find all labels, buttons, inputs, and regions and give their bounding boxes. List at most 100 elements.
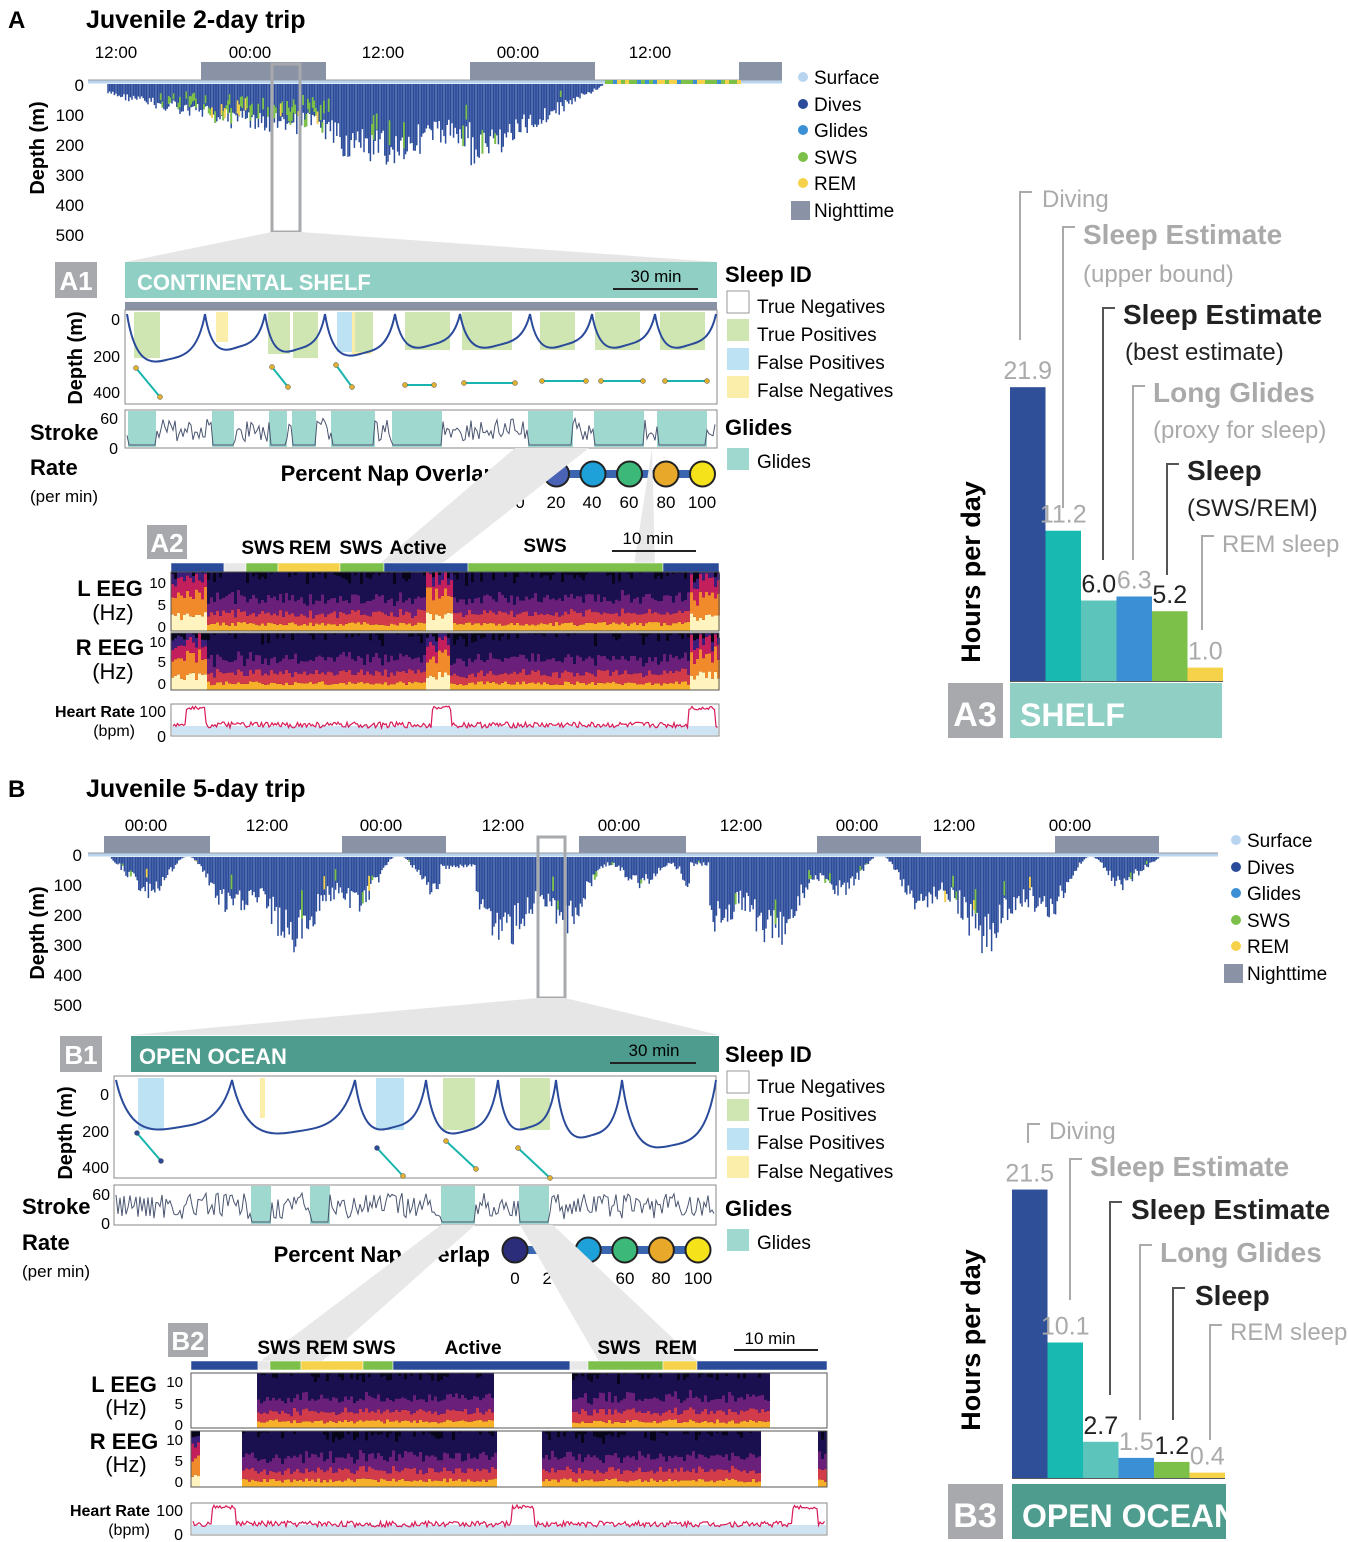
spectrogram-cell [513, 656, 516, 672]
spectrogram-cell [624, 572, 627, 596]
spectrogram-cell [558, 677, 561, 685]
b-depth-tick: 200 [54, 906, 82, 925]
spectrogram-cell [341, 1469, 344, 1482]
spectrogram-cell [420, 622, 423, 631]
spectrogram-cell [318, 673, 321, 682]
spectrogram-cell [588, 633, 591, 657]
spectrogram-cell [281, 1400, 284, 1411]
spectrogram-cell [501, 625, 504, 631]
a2-tag-text: A2 [150, 528, 183, 558]
spectrogram-cell [440, 1413, 443, 1423]
spectrogram-cell [696, 658, 699, 676]
spectrogram-cell [329, 1450, 332, 1468]
spectrogram-cell [456, 579, 459, 603]
spectrogram-cell [261, 600, 264, 611]
spectrogram-cell [341, 1457, 344, 1470]
surface-sleep-mark [681, 80, 685, 84]
spectrogram-cell [632, 1431, 635, 1457]
a3-label: (upper bound) [1083, 261, 1234, 288]
spectrogram-cell [237, 669, 240, 683]
spectrogram-cell [396, 625, 399, 631]
spectrogram-cell [344, 1468, 347, 1481]
spectrogram-cell [305, 1468, 308, 1479]
spectrogram-cell [710, 1455, 713, 1470]
spectrogram-cell [356, 1478, 359, 1487]
spectrogram-cell [306, 605, 309, 618]
spectrogram-col [782, 1431, 785, 1487]
spectrogram-cell [387, 599, 390, 616]
spectrogram-cell [572, 1399, 575, 1412]
spectrogram-cell [339, 633, 342, 655]
b2-hr-label: Heart Rate [70, 1503, 150, 1520]
spectrogram-cell [711, 678, 714, 690]
spectrogram-cell [351, 572, 354, 595]
spectrogram-cell [320, 1431, 323, 1453]
spectrogram-cell [390, 684, 393, 690]
spectrogram-cell [365, 1420, 368, 1428]
spectrogram-cell [674, 1455, 677, 1469]
spectrogram-cell [360, 681, 363, 690]
spectrogram-cell [288, 600, 291, 615]
spectrogram-cell [341, 1412, 344, 1423]
spectrogram-cell [612, 636, 615, 656]
spectrogram-cell [245, 1468, 248, 1480]
spectrogram-cell [690, 572, 693, 575]
spectrogram-cell [195, 638, 198, 648]
spectrogram-cell [266, 1474, 269, 1482]
spectrogram-cell [713, 1399, 716, 1414]
spectrogram-cell [600, 601, 603, 615]
spectrogram-cell [519, 625, 522, 631]
spectrogram-cell [639, 635, 642, 658]
spectrogram-cell [617, 1412, 620, 1422]
spectrogram-cell [237, 572, 240, 590]
spectrogram-cell [195, 679, 198, 690]
spectrogram-cell [471, 682, 474, 690]
spectrogram-cell [375, 683, 378, 690]
spectrogram-cell [269, 1461, 272, 1471]
spectrogram-cell [464, 1409, 467, 1422]
spectrogram-cell [288, 684, 291, 690]
a3-label: Long Glides [1153, 377, 1315, 408]
spectrogram-cell [378, 611, 381, 625]
spectrogram-cell [653, 1397, 656, 1413]
spectrogram-cell [447, 578, 450, 585]
spectrogram-cell [477, 623, 480, 631]
spectrogram-cell [552, 633, 555, 658]
spectrogram-cell [588, 609, 591, 623]
spectrogram-cell [627, 625, 630, 631]
spectrogram-cell [534, 625, 537, 631]
spectrogram-cell [377, 1373, 380, 1395]
spectrogram-cell [321, 572, 324, 595]
spectrogram-col [518, 1431, 521, 1487]
spectrogram-cell [702, 644, 705, 659]
spectrogram-cell [210, 612, 213, 624]
spectrogram-cell [368, 1420, 371, 1428]
spectrogram-cell [596, 1412, 599, 1422]
bar-value-label: 1.5 [1119, 1428, 1154, 1456]
spectrogram-cell [758, 1472, 761, 1482]
spectrogram-cell [317, 1457, 320, 1468]
spectrogram-cell [623, 1374, 626, 1399]
spectrogram-cell [630, 623, 633, 631]
spectrogram-cell [204, 659, 207, 675]
spectrogram-cell [734, 1423, 737, 1428]
bar-value-label: 2.7 [1083, 1412, 1118, 1440]
spectrogram-cell [201, 639, 204, 648]
spectrogram-cell [270, 669, 273, 683]
spectrogram-cell [240, 572, 243, 596]
spectrogram-cell [278, 1457, 281, 1472]
spectrogram-cell [287, 1397, 290, 1414]
sws-dot-icon [1231, 915, 1241, 925]
spectrogram-cell [293, 1373, 296, 1398]
spectrogram-cell [690, 675, 693, 690]
spectrogram-cell [417, 657, 420, 670]
spectrogram-cell [513, 604, 516, 617]
spectrogram-cell [291, 684, 294, 690]
spectrogram-cell [372, 599, 375, 613]
spectrogram-cell [567, 574, 570, 598]
spectrogram-cell [546, 575, 549, 595]
surface-sleep-mark [725, 80, 729, 84]
spectrogram-cell [329, 1374, 332, 1401]
spectrogram-cell [186, 575, 189, 591]
spectrogram-cell [642, 596, 645, 615]
